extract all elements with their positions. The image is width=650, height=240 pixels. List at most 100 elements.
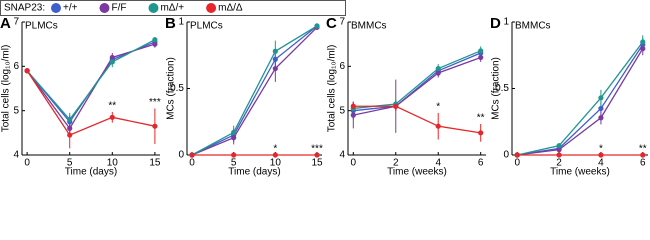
- figure: SNAP23: +/+ F/F mΔ/+ mΔ/Δ A PLMCs Total cells …: [0, 0, 648, 178]
- legend-label: mΔ/Δ: [218, 3, 243, 14]
- x-tick-label: 10: [270, 158, 282, 169]
- annotation: PLMCs: [190, 21, 223, 32]
- data-point: [598, 105, 604, 112]
- data-point: [350, 103, 356, 109]
- data-point: [109, 114, 115, 120]
- data-point: [314, 152, 320, 158]
- series-line: [191, 25, 318, 156]
- data-point: [231, 152, 237, 158]
- y-tick-label: 5: [339, 105, 345, 116]
- legend-label: +/+: [63, 3, 78, 14]
- y-tick-label: 0.5: [495, 83, 509, 94]
- data-point: [272, 152, 278, 158]
- legend-marker: [148, 3, 159, 13]
- y-axis-label: Total cells (log₁₀/ml): [1, 45, 12, 133]
- legend-label: F/F: [111, 3, 126, 14]
- y-tick-label: 6: [339, 61, 345, 72]
- series-line: [26, 41, 156, 123]
- annotation: PLMCs: [25, 21, 58, 32]
- data-point: [272, 65, 278, 72]
- data-point: [556, 143, 562, 149]
- y-tick-label: 5: [13, 105, 19, 116]
- x-axis-label: Time (weeks): [387, 167, 447, 178]
- data-point: [598, 115, 604, 121]
- annotation: BMMCs: [515, 21, 551, 32]
- data-point: [152, 37, 158, 43]
- significance: **: [108, 101, 116, 112]
- x-tick-label: 4: [598, 158, 604, 169]
- data-point: [189, 152, 195, 158]
- y-tick-label: 4: [339, 150, 345, 161]
- x-tick-label: 15: [149, 158, 161, 169]
- y-tick-label: 7: [13, 17, 19, 28]
- data-point: [67, 132, 73, 138]
- panel-label: D: [490, 15, 501, 32]
- series-line: [353, 105, 481, 134]
- data-point: [272, 48, 278, 54]
- data-point: [556, 152, 562, 158]
- data-point: [109, 59, 115, 65]
- x-axis-label: Time (days): [65, 167, 117, 178]
- y-axis-label: MCs (fraction): [491, 57, 502, 120]
- data-point: [67, 116, 73, 123]
- x-tick-label: 2: [393, 158, 399, 169]
- data-point: [640, 39, 646, 45]
- y-axis-label: Total cells (log₁₀/ml): [327, 45, 338, 133]
- y-tick-label: 1: [178, 17, 184, 28]
- data-point: [478, 54, 484, 61]
- data-point: [640, 152, 646, 158]
- series-line: [353, 56, 481, 116]
- legend-marker: [206, 3, 217, 13]
- legend-marker: [51, 3, 61, 13]
- data-point: [314, 23, 320, 29]
- legend-marker: [99, 3, 110, 13]
- annotation: BMMCs: [351, 21, 387, 32]
- series-line: [26, 43, 156, 130]
- x-axis-label: Time (weeks): [550, 167, 610, 178]
- x-tick-label: 5: [67, 158, 73, 169]
- series-line: [517, 44, 644, 156]
- y-tick-label: 0: [178, 150, 184, 161]
- legend-title: SNAP23:: [4, 3, 45, 14]
- significance: *: [599, 144, 603, 155]
- data-point: [435, 65, 441, 72]
- y-axis-label: MCs (fraction): [166, 57, 177, 120]
- series-line: [517, 41, 644, 156]
- data-point: [640, 46, 646, 52]
- x-tick-label: 0: [189, 158, 195, 169]
- x-tick-label: 2: [556, 158, 562, 169]
- x-tick-label: 0: [24, 158, 30, 169]
- data-point: [231, 135, 237, 141]
- significance: *: [436, 102, 440, 113]
- data-point: [598, 152, 604, 158]
- data-point: [435, 70, 441, 76]
- significance: *: [273, 144, 277, 155]
- x-tick-label: 5: [231, 158, 237, 169]
- y-tick-label: 0.5: [170, 83, 184, 94]
- x-axis-label: Time (days): [228, 167, 280, 178]
- data-point: [231, 129, 237, 135]
- data-point: [598, 95, 604, 101]
- data-point: [393, 103, 399, 109]
- y-tick-label: 1: [503, 17, 509, 28]
- panel-label: C: [326, 15, 337, 32]
- x-tick-label: 4: [435, 158, 441, 169]
- data-point: [109, 54, 115, 61]
- data-point: [350, 112, 356, 118]
- x-tick-label: 0: [351, 158, 357, 169]
- data-point: [478, 48, 484, 54]
- data-point: [67, 125, 73, 131]
- legend-label: mΔ/+: [160, 3, 184, 14]
- series-line: [353, 50, 481, 110]
- legend-box: [0, 0, 346, 16]
- significance: ***: [311, 144, 323, 155]
- series-line: [191, 26, 318, 156]
- y-tick-label: 6: [13, 61, 19, 72]
- y-tick-label: 4: [13, 150, 19, 161]
- y-tick-label: 0: [503, 150, 509, 161]
- panel-label: B: [165, 15, 176, 32]
- data-point: [24, 68, 30, 74]
- significance: **: [477, 113, 485, 124]
- series-line: [353, 52, 481, 112]
- data-point: [478, 130, 484, 136]
